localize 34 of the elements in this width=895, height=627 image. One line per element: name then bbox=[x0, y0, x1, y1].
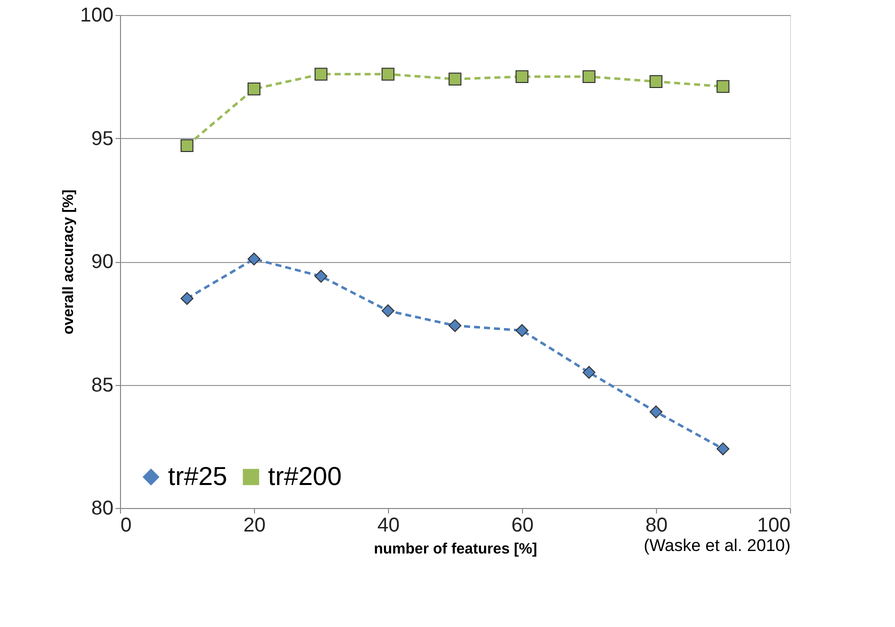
point bbox=[314, 270, 328, 283]
point bbox=[516, 324, 528, 337]
x-tick-label: 20 bbox=[243, 514, 266, 536]
point bbox=[716, 442, 730, 456]
point bbox=[516, 70, 528, 84]
y-axis-title: overall accuracy [%] bbox=[60, 189, 78, 335]
point bbox=[180, 139, 194, 152]
x-tick-label: 40 bbox=[377, 514, 400, 536]
y-tick-label: 95 bbox=[91, 128, 114, 150]
x-axis-title: number of features [%] bbox=[374, 540, 538, 558]
x-tick-label: 60 bbox=[511, 514, 534, 536]
point bbox=[248, 252, 260, 266]
point bbox=[314, 68, 328, 81]
point bbox=[382, 304, 394, 318]
legend-label: tr#25 bbox=[168, 461, 228, 491]
x-tick-label: 0 bbox=[120, 514, 132, 536]
legend-label: tr#200 bbox=[268, 461, 342, 491]
y-tick-label: 90 bbox=[91, 251, 114, 273]
point bbox=[180, 292, 194, 305]
point bbox=[382, 68, 394, 81]
point bbox=[650, 75, 662, 88]
x-tick-label: 80 bbox=[645, 514, 668, 536]
text: (Waske et al. 2010) bbox=[644, 536, 790, 555]
point bbox=[716, 80, 730, 93]
point bbox=[650, 405, 662, 418]
y-tick-label: 80 bbox=[91, 498, 114, 520]
y-tick-label: 100 bbox=[80, 4, 114, 26]
point bbox=[448, 319, 462, 332]
x-tick-label: 100 bbox=[757, 514, 790, 536]
y-tick-label: 85 bbox=[91, 374, 114, 396]
point bbox=[582, 366, 596, 379]
point bbox=[248, 82, 260, 96]
point bbox=[448, 72, 462, 86]
point bbox=[582, 70, 596, 84]
